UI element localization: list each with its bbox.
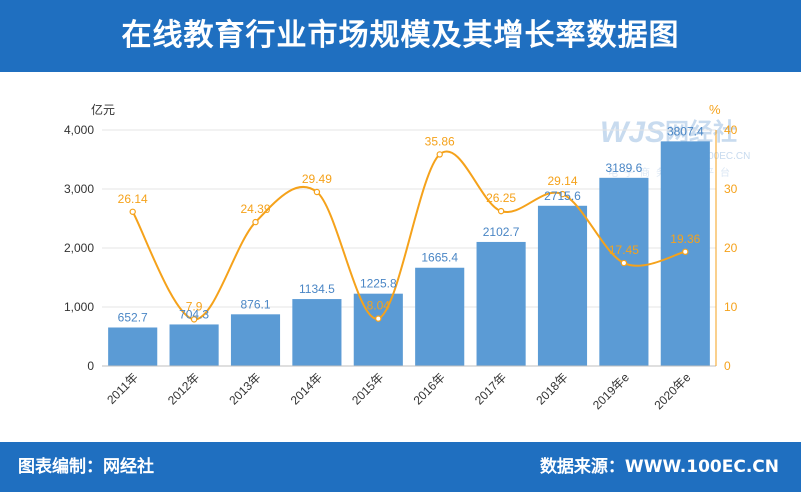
y-right-tick-label: 0 xyxy=(724,359,731,373)
bar xyxy=(415,267,465,366)
chart: WJS 网经社 WWW.100EC.CN 电子商务服务平台 01,0002,00… xyxy=(64,102,750,412)
footer-bar: 图表编制：网经社 数据来源：WWW.100EC.CN xyxy=(0,442,801,492)
line-value-label: 19.36 xyxy=(670,232,700,246)
x-tick-label: 2011年 xyxy=(104,370,141,407)
line-point xyxy=(375,315,382,322)
line-value-label: 17.45 xyxy=(609,243,639,257)
bar xyxy=(537,205,588,366)
bar xyxy=(230,314,281,366)
line-point xyxy=(436,151,443,158)
bar-value-label: 3189.6 xyxy=(606,161,643,175)
x-tick-label: 2020年e xyxy=(651,370,693,412)
line-value-label: 29.49 xyxy=(302,172,332,186)
bar-series xyxy=(108,141,710,366)
bar-value-label: 1665.4 xyxy=(421,251,458,265)
line-value-label: 8.04 xyxy=(367,299,391,313)
line-value-label: 7.9 xyxy=(186,299,203,313)
line-point xyxy=(497,207,505,215)
x-tick-label: 2012年 xyxy=(165,370,202,407)
x-tick-label: 2015年 xyxy=(349,370,386,407)
line-value-label: 24.39 xyxy=(240,202,270,216)
bar xyxy=(169,324,219,366)
bar-value-label: 652.7 xyxy=(118,310,148,324)
y-left-tick-label: 4,000 xyxy=(64,123,94,137)
line-value-label: 29.14 xyxy=(547,174,577,188)
x-tick-label: 2014年 xyxy=(288,370,325,407)
data-labels: 652.7 704.3 876.1 1134.5 1225.8 1665.4 2102.7 2… xyxy=(118,124,704,324)
line-value-label: 35.86 xyxy=(425,134,455,148)
footer-credit: 图表编制：网经社 xyxy=(18,457,154,477)
x-tick-label: 2017年 xyxy=(472,370,509,407)
y-right-tick-label: 10 xyxy=(724,300,738,314)
growth-rate-line xyxy=(131,150,686,321)
bar-value-label: 876.1 xyxy=(240,297,270,311)
bar-value-label: 3807.4 xyxy=(667,124,704,138)
y-left-unit: 亿元 xyxy=(91,102,115,117)
y-right-unit: % xyxy=(709,102,721,117)
x-tick-label: 2016年 xyxy=(411,370,448,407)
x-tick-label: 2018年 xyxy=(533,370,570,407)
y-left-tick-label: 1,000 xyxy=(64,300,94,314)
line-point xyxy=(252,218,259,226)
y-right-tick-label: 20 xyxy=(724,241,738,255)
line-series xyxy=(129,150,689,323)
line-point xyxy=(313,188,321,196)
chart-title: 在线教育行业市场规模及其增长率数据图 xyxy=(121,18,680,53)
x-tick-label: 2013年 xyxy=(226,370,263,407)
y-left-tick-label: 3,000 xyxy=(64,182,94,196)
header-bar: 在线教育行业市场规模及其增长率数据图 xyxy=(0,0,801,72)
line-value-label: 26.25 xyxy=(486,191,516,205)
bar xyxy=(599,177,649,366)
y-right-tick-label: 30 xyxy=(724,182,738,196)
line-point xyxy=(559,190,566,198)
bar xyxy=(476,241,526,366)
watermark-url: WWW.100EC.CN xyxy=(672,151,750,162)
watermark-brand: 网经社 xyxy=(665,118,737,146)
y-left-tick-label: 2,000 xyxy=(64,241,94,255)
bar-value-label: 704.3 xyxy=(179,307,209,321)
bar-value-label: 1225.8 xyxy=(360,277,397,291)
line-point xyxy=(190,316,198,323)
y-right-tick-label: 40 xyxy=(724,123,738,137)
footer-source: 数据来源：WWW.100EC.CN xyxy=(539,457,779,477)
bar xyxy=(292,299,342,366)
bar-value-label: 2715.6 xyxy=(544,189,581,203)
x-tick-label: 2019年e xyxy=(590,370,632,412)
line-point xyxy=(620,259,628,267)
bar xyxy=(353,293,403,366)
bar-value-label: 1134.5 xyxy=(299,282,335,296)
line-point xyxy=(129,208,136,215)
bar-value-label: 2102.7 xyxy=(483,225,520,239)
bar xyxy=(108,327,158,366)
svg-text:WJS: WJS xyxy=(600,116,665,149)
line-value-label: 26.14 xyxy=(118,192,148,206)
y-left-tick-label: 0 xyxy=(87,359,94,373)
line-point xyxy=(682,248,689,255)
